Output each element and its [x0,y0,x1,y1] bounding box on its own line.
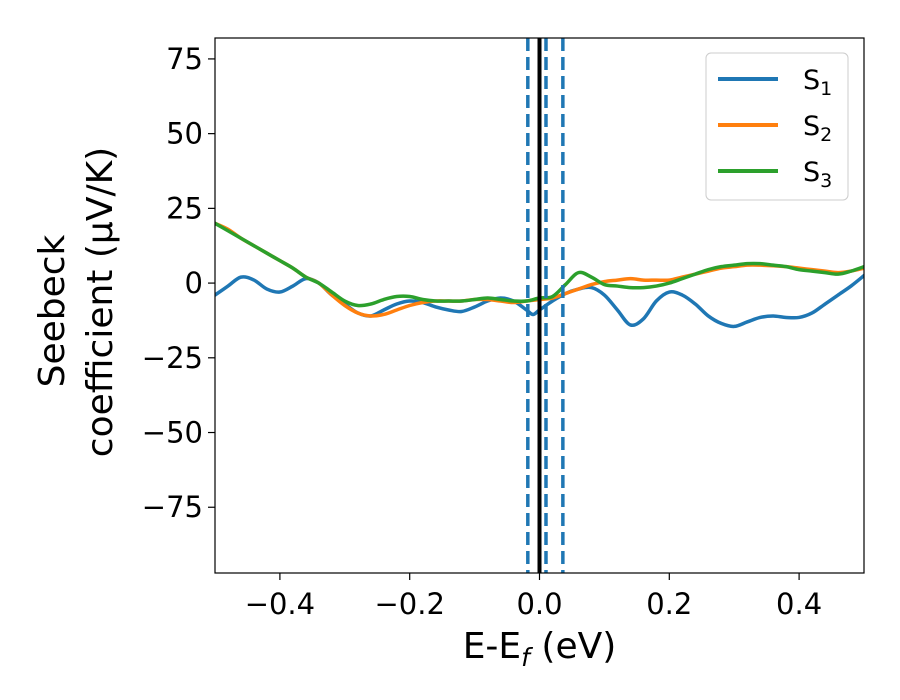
y-tick-label: −50 [142,416,203,450]
legend-label-s1: S1 [803,65,832,100]
y-tick-label: 50 [166,117,203,151]
x-tick-label: −0.2 [374,587,444,621]
y-tick-label: 0 [185,266,203,300]
x-axis-label-base: E-E [463,626,521,667]
x-axis-label: E-Ef (eV) [463,626,617,672]
y-axis-label-line2: coefficient (μV/K) [80,147,121,457]
legend-entry-s2: S2 [718,111,832,146]
x-tick-label: 0.2 [646,587,692,621]
vline-layer [526,38,565,573]
x-tick-label: −0.4 [245,587,315,621]
x-tick-label: 0.0 [516,587,562,621]
y-tick-label: −25 [142,341,203,375]
y-axis-label: Seebeck coefficient (μV/K) [32,147,121,457]
tick-layer: −0.4 −0.2 0.0 0.2 0.4 75 50 25 0 −25 −50 −75 [142,42,822,621]
legend-entry-s3: S3 [718,157,832,192]
y-tick-label: 75 [166,42,203,76]
legend: S1 S2 S3 [705,52,849,201]
legend-entry-s1: S1 [718,65,832,100]
legend-label-s2: S2 [803,111,832,146]
legend-label-s3: S3 [803,157,832,192]
x-tick-label: 0.4 [776,587,822,621]
y-tick-label: 25 [166,191,203,225]
y-tick-label: −75 [142,490,203,524]
x-axis-label-unit: (eV) [530,626,616,667]
y-axis-label-line1: Seebeck [32,234,73,387]
